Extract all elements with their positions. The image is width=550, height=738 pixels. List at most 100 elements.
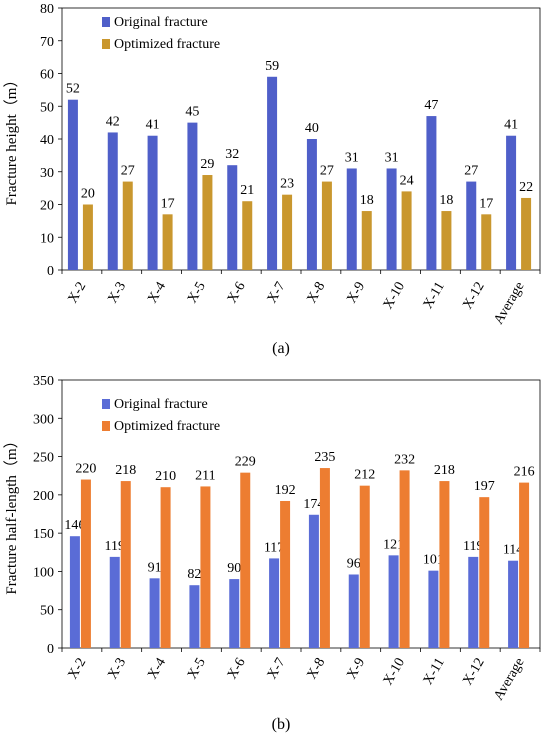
legend-label: Original fracture (114, 15, 208, 30)
bar-series-1-x-3 (109, 556, 120, 648)
data-label: 47 (424, 98, 438, 113)
bar-series-2-x-11 (439, 481, 450, 648)
data-label: 235 (314, 450, 335, 465)
data-label: 232 (394, 452, 415, 467)
bar-series-2-x-3 (120, 481, 131, 648)
y-tick-label: 20 (40, 199, 54, 214)
legend-swatch (102, 39, 110, 49)
y-tick-label: 0 (47, 642, 54, 657)
bar-series-2-x-4 (160, 487, 171, 648)
data-label: 22 (519, 180, 533, 195)
bar-series-2-average (519, 482, 530, 648)
x-tick-label: X-11 (421, 280, 448, 312)
y-tick-label: 200 (33, 489, 54, 504)
y-tick-label: 30 (40, 166, 54, 181)
x-tick-label: X-10 (381, 280, 408, 312)
fracture-height-chart: 0 10 20 30 40 50 60 70 80 52 42 41 45 32 59 40 31 31 47 27 4… (3, 2, 541, 357)
data-label: 41 (504, 118, 518, 133)
bar-series-2-x-11 (441, 211, 452, 270)
bar-series-2-x-12 (481, 214, 492, 270)
chart-caption: (a) (272, 340, 290, 357)
bar-series-2-x-7 (280, 500, 291, 648)
bar-series-1-x-12 (466, 181, 477, 270)
x-tick-label: X-2 (65, 280, 89, 306)
data-label: 229 (235, 455, 256, 470)
bar-series-1-x-9 (348, 574, 359, 648)
y-tick-label: 250 (33, 451, 54, 466)
data-label: 216 (514, 465, 535, 480)
bar-series-1-x-4 (149, 578, 160, 648)
bar-series-2-x-9 (361, 211, 372, 270)
y-tick-label: 50 (40, 604, 54, 619)
x-tick-label: X-8 (304, 280, 328, 306)
data-label: 17 (479, 196, 493, 211)
legend-label: Original fracture (114, 397, 208, 412)
bar-series-2-x-5 (202, 175, 213, 270)
data-label: 24 (400, 173, 414, 188)
data-label: 27 (121, 164, 135, 179)
x-tick-label: X-3 (105, 656, 129, 682)
y-tick-label: 0 (47, 264, 54, 279)
bar-series-1-x-11 (426, 116, 437, 270)
data-label: 82 (187, 567, 201, 582)
x-tick-label: X-12 (460, 656, 487, 688)
bar-series-2-x-8 (319, 468, 330, 648)
bar-series-1-x-6 (229, 579, 240, 648)
x-tick-label: X-10 (381, 656, 408, 688)
data-label: 192 (275, 483, 296, 498)
y-tick-label: 10 (40, 231, 54, 246)
data-label: 45 (185, 105, 199, 120)
bar-series-1-x-8 (306, 139, 317, 270)
x-tick-label: X-11 (421, 656, 448, 688)
data-label: 31 (345, 150, 359, 165)
fracture-half-length-chart: 0 50 100 150 200 250 300 350 146 119 91 82 90 117 174 9… (3, 374, 541, 733)
x-tick-label: Average (491, 656, 527, 704)
bar-series-1-x-7 (269, 558, 280, 648)
data-label: 146 (64, 518, 85, 533)
legend-swatch (102, 399, 110, 409)
data-label: 114 (503, 543, 523, 558)
bar-series-1-x-7 (267, 76, 278, 271)
x-tick-label: X-8 (304, 656, 328, 682)
x-tick-label: X-6 (225, 656, 249, 682)
data-label: 119 (105, 539, 125, 554)
bar-series-1-x-6 (227, 165, 238, 270)
x-tick-label: X-9 (344, 280, 368, 306)
legend-swatch (102, 421, 110, 431)
y-tick-label: 300 (33, 412, 54, 427)
bar-series-1-average (506, 135, 517, 270)
data-label: 31 (385, 150, 399, 165)
bar-series-1-x-2 (69, 536, 80, 648)
data-label: 23 (280, 177, 294, 192)
bar-series-2-x-2 (82, 204, 93, 270)
x-tick-label: X-4 (145, 280, 169, 306)
data-label: 211 (195, 468, 215, 483)
y-tick-label: 80 (40, 2, 54, 17)
legend-label: Optimized fracture (114, 419, 220, 434)
y-tick-label: 70 (40, 35, 54, 50)
bar-series-1-x-9 (346, 168, 357, 270)
x-tick-label: X-7 (265, 280, 289, 306)
data-label: 42 (106, 114, 120, 129)
bar-series-1-x-5 (189, 585, 200, 648)
x-tick-label: X-5 (185, 280, 209, 306)
data-label: 119 (463, 539, 483, 554)
data-label: 218 (115, 463, 136, 478)
data-label: 20 (81, 187, 95, 202)
bar-series-1-x-10 (388, 555, 399, 648)
data-label: 117 (264, 540, 284, 555)
data-label: 197 (474, 479, 495, 494)
data-label: 17 (161, 196, 175, 211)
bar-series-2-x-3 (122, 181, 133, 270)
y-tick-label: 50 (40, 100, 54, 115)
data-label: 174 (303, 497, 324, 512)
x-tick-label: X-4 (145, 656, 169, 682)
bar-series-2-x-9 (359, 485, 370, 648)
data-label: 18 (360, 193, 374, 208)
data-label: 59 (265, 59, 279, 74)
bar-series-2-x-5 (200, 486, 211, 648)
bar-series-1-x-2 (67, 99, 78, 270)
bar-series-1-x-8 (308, 514, 319, 648)
y-axis-label: Fracture height（m） (3, 73, 20, 206)
x-tick-label: X-12 (460, 280, 487, 312)
